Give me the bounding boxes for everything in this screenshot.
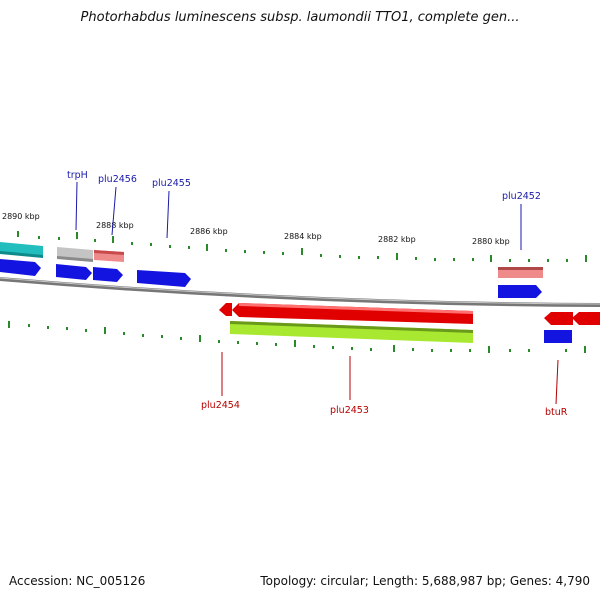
accession-text: Accession: NC_005126: [9, 574, 146, 588]
gene-label-plu2453[interactable]: plu2453: [330, 405, 369, 416]
gene-label-plu2454[interactable]: plu2454: [201, 400, 240, 411]
gene-label-plu2455[interactable]: plu2455: [152, 178, 191, 189]
gene-plu2456-top: [94, 250, 124, 255]
kbp-label: 2882 kbp: [378, 235, 416, 244]
lower-ticks: [8, 321, 586, 353]
gene-red-right[interactable]: [572, 312, 600, 325]
gene-blue-5[interactable]: [498, 285, 542, 298]
gene-btur[interactable]: [544, 312, 573, 325]
gene-blue-rev[interactable]: [544, 330, 572, 343]
kbp-label: 2880 kbp: [472, 237, 510, 246]
gene-cyan-shade: [0, 251, 43, 258]
gene-plu2453[interactable]: [230, 321, 473, 343]
genome-info-text: Topology: circular; Length: 5,688,987 bp…: [260, 574, 590, 588]
genome-backbone: [0, 277, 600, 307]
kbp-label: 2884 kbp: [284, 232, 322, 241]
upper-ticks: [17, 231, 587, 262]
gene-plu2452-top: [498, 267, 543, 270]
gene-label-plu2456[interactable]: plu2456: [98, 174, 137, 185]
map-title: Photorhabdus luminescens subsp. laumondi…: [80, 10, 520, 25]
gene-plu2455[interactable]: [137, 270, 191, 287]
kbp-label: 2890 kbp: [2, 212, 40, 221]
gene-label-plu2452[interactable]: plu2452: [502, 191, 541, 202]
gene-blue-1[interactable]: [0, 259, 41, 276]
kbp-label: 2886 kbp: [190, 227, 228, 236]
label-connectors: [75, 181, 559, 405]
gene-plu2454-shade: [239, 303, 473, 314]
gene-plu2453-top: [230, 321, 473, 333]
kbp-label: 2888 kbp: [96, 221, 134, 230]
genome-backbone-highlight: [0, 277, 600, 305]
gene-label-trph[interactable]: trpH: [67, 170, 88, 181]
gene-plu2454[interactable]: [219, 303, 232, 316]
gene-trph-shade: [57, 256, 93, 262]
gene-blue-2[interactable]: [56, 264, 92, 280]
gene-plu2454-body[interactable]: [232, 303, 473, 324]
gene-blue-3[interactable]: [93, 267, 123, 282]
gene-label-btur[interactable]: btuR: [545, 407, 568, 418]
